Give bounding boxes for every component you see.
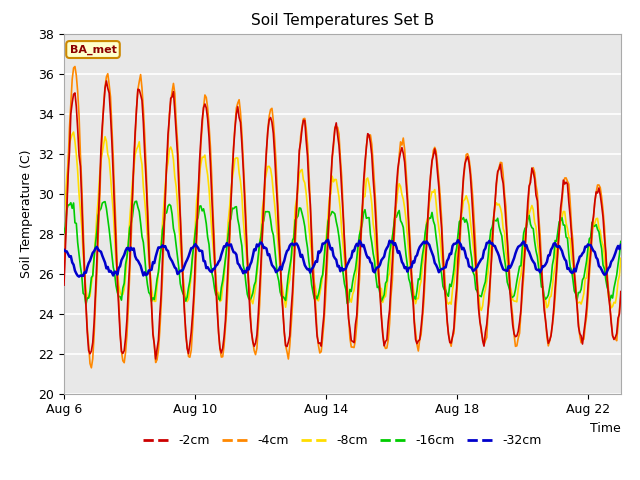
Y-axis label: Soil Temperature (C): Soil Temperature (C) <box>20 149 33 278</box>
Title: Soil Temperatures Set B: Soil Temperatures Set B <box>251 13 434 28</box>
X-axis label: Time: Time <box>590 422 621 435</box>
Text: BA_met: BA_met <box>70 44 116 55</box>
Legend: -2cm, -4cm, -8cm, -16cm, -32cm: -2cm, -4cm, -8cm, -16cm, -32cm <box>138 429 547 452</box>
